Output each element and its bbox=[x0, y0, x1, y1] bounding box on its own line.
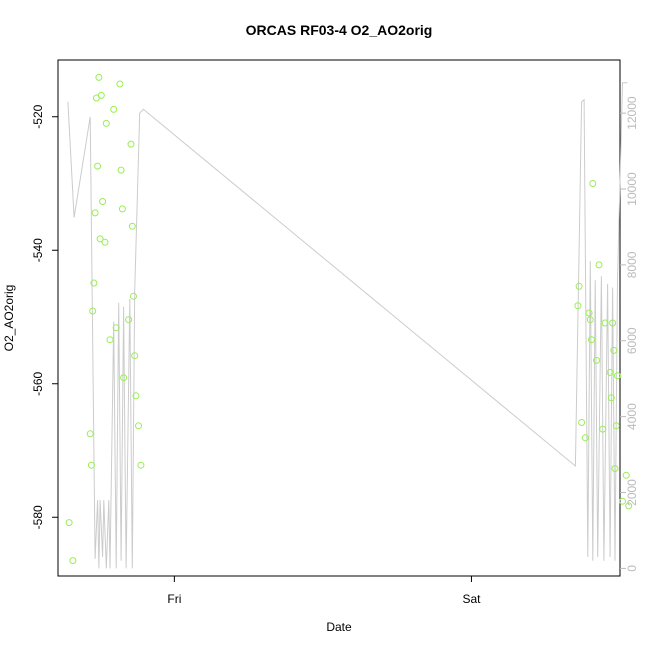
data-point bbox=[86, 430, 94, 438]
data-point bbox=[130, 292, 137, 300]
data-point bbox=[90, 279, 98, 287]
data-point bbox=[135, 422, 142, 430]
data-point bbox=[110, 105, 118, 113]
data-point bbox=[97, 91, 105, 99]
data-point bbox=[607, 394, 615, 402]
right-tick-label: 6000 bbox=[625, 327, 639, 354]
series-line-group bbox=[67, 82, 628, 569]
data-point bbox=[611, 465, 619, 472]
data-point bbox=[610, 346, 618, 354]
plot-frame bbox=[57, 59, 621, 577]
data-point bbox=[585, 309, 593, 317]
data-point bbox=[101, 238, 109, 246]
data-point bbox=[588, 336, 595, 344]
data-point bbox=[94, 162, 102, 170]
right-axis: 0 2000 4000 6000 8000 10000 12000 bbox=[620, 96, 639, 572]
data-point bbox=[116, 80, 124, 88]
data-point bbox=[599, 425, 607, 433]
data-point bbox=[578, 419, 586, 426]
data-point bbox=[91, 209, 99, 217]
left-tick-label: -520 bbox=[31, 104, 45, 128]
bottom-axis: Fri Sat bbox=[167, 576, 481, 606]
data-point bbox=[609, 319, 617, 327]
data-point bbox=[128, 222, 136, 230]
data-point bbox=[106, 336, 114, 344]
data-point bbox=[137, 461, 145, 469]
data-point bbox=[118, 205, 126, 213]
data-point bbox=[586, 316, 594, 324]
x-tick-label: Sat bbox=[462, 592, 481, 606]
right-tick-label: 12000 bbox=[625, 96, 639, 130]
x-axis-label: Date bbox=[326, 620, 352, 634]
data-point bbox=[131, 352, 139, 360]
data-point bbox=[606, 368, 614, 376]
data-point bbox=[612, 422, 620, 430]
data-point bbox=[127, 140, 135, 148]
left-tick-label: -560 bbox=[31, 371, 45, 395]
data-point bbox=[622, 471, 630, 479]
data-point bbox=[601, 319, 609, 327]
data-point bbox=[95, 73, 103, 81]
left-axis: -520 -540 -560 -580 bbox=[31, 104, 58, 529]
series-line bbox=[67, 82, 628, 569]
data-point bbox=[614, 372, 621, 380]
data-point bbox=[595, 261, 603, 269]
data-point bbox=[96, 235, 104, 243]
series-points-group bbox=[65, 73, 633, 565]
left-tick-label: -580 bbox=[31, 505, 45, 529]
data-point bbox=[120, 374, 128, 382]
right-tick-label: 2000 bbox=[625, 479, 639, 506]
data-point bbox=[89, 307, 97, 315]
data-point bbox=[69, 557, 77, 565]
right-tick-label: 10000 bbox=[625, 172, 639, 206]
y-axis-label: O2_AO2orig bbox=[2, 285, 16, 352]
data-point bbox=[65, 519, 73, 527]
data-point bbox=[112, 324, 120, 332]
data-point bbox=[87, 461, 95, 469]
data-point bbox=[593, 356, 600, 364]
data-point bbox=[574, 302, 582, 310]
right-tick-label: 0 bbox=[625, 565, 639, 572]
x-tick-label: Fri bbox=[167, 592, 181, 606]
data-point bbox=[132, 392, 140, 400]
left-tick-label: -540 bbox=[31, 238, 45, 262]
data-point bbox=[625, 502, 633, 510]
data-point bbox=[575, 282, 583, 290]
right-tick-label: 8000 bbox=[625, 251, 639, 278]
data-point bbox=[589, 180, 597, 187]
chart-title: ORCAS RF03-4 O2_AO2orig bbox=[246, 22, 433, 38]
data-point bbox=[117, 166, 125, 174]
data-point bbox=[125, 316, 133, 324]
right-tick-label: 4000 bbox=[625, 403, 639, 430]
data-point bbox=[619, 497, 626, 505]
data-point bbox=[99, 198, 107, 205]
data-point bbox=[102, 119, 110, 127]
data-point bbox=[581, 434, 589, 442]
